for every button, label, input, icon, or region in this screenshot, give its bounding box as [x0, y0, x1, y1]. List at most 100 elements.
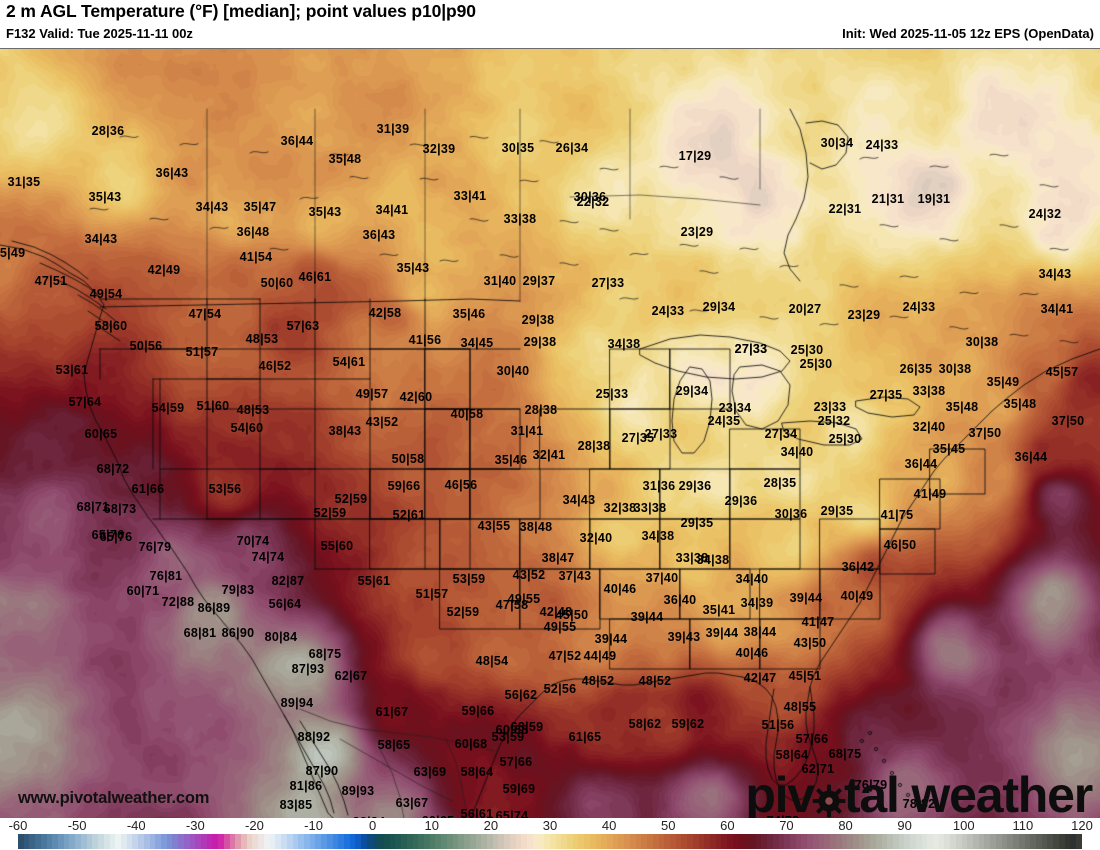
colorbar-segment: [1013, 834, 1019, 849]
colorbar-segment: [275, 834, 282, 849]
colorbar-segment: [841, 834, 848, 849]
point-value-label: 27|33: [734, 341, 768, 356]
colorbar-segment: [904, 834, 911, 849]
point-value-label: 40|58: [450, 406, 484, 421]
colorbar-segment: [384, 834, 390, 849]
colorbar-segment: [326, 834, 333, 849]
point-value-label: 59|69: [502, 781, 536, 796]
colorbar-segment: [160, 834, 167, 849]
colorbar-segment: [504, 834, 510, 849]
colorbar-segment: [286, 834, 293, 849]
point-value-label: 24|33: [902, 299, 936, 314]
colorbar-segment: [732, 834, 739, 849]
point-value-label: 32|39: [422, 141, 456, 156]
point-value-label: 55|61: [357, 573, 391, 588]
point-value-label: 45|51: [788, 668, 822, 683]
point-value-label: 17|29: [678, 148, 712, 163]
init-time-label: Init: Wed 2025-11-05 12z EPS (OpenData): [842, 26, 1094, 41]
colorbar-segment: [332, 834, 339, 849]
valid-time-label: F132 Valid: Tue 2025-11-11 00z: [6, 26, 193, 41]
point-value-label: 49|55: [507, 591, 541, 606]
colorbar-segment: [343, 834, 350, 849]
point-value-label: 58|60: [94, 318, 128, 333]
colorbar-segment: [567, 834, 573, 849]
colorbar-segment: [452, 834, 459, 849]
point-value-label: 56|62: [504, 687, 538, 702]
point-value-label: 36|43: [362, 227, 396, 242]
point-value-label: 30|34: [820, 135, 854, 150]
colorbar-segment: [669, 834, 676, 849]
point-value-label: 36|44: [904, 456, 938, 471]
point-value-label: 53|59: [491, 729, 525, 744]
point-value-label: 35|47: [243, 199, 277, 214]
colorbar-gradient[interactable]: [18, 834, 1082, 849]
point-value-label: 60|65: [422, 815, 455, 818]
point-value-label: 49|55: [543, 619, 577, 634]
point-value-label: 51|57: [185, 344, 219, 359]
colorbar-segment: [429, 834, 436, 849]
point-value-label: 86|90: [221, 625, 255, 640]
colorbar-segment: [29, 834, 36, 849]
colorbar[interactable]: -60 -50 -40 -30 -20 -10 0 10 20 30 40 50 60 70 80 90 100…: [0, 818, 1100, 850]
colorbar-segment: [704, 834, 710, 849]
point-value-label: 52|59: [446, 604, 480, 619]
colorbar-segment: [624, 834, 630, 849]
point-value-label: 52|61: [392, 507, 426, 522]
colorbar-segment: [424, 834, 430, 849]
point-value-label: 32|40: [579, 530, 613, 545]
point-value-label: 46|61: [298, 269, 332, 284]
colorbar-segment: [486, 834, 493, 849]
colorbar-tick-label: -10: [304, 818, 323, 833]
colorbar-segment: [538, 834, 545, 849]
colorbar-segment: [321, 834, 327, 849]
point-value-label: 34|41: [1040, 301, 1074, 316]
colorbar-segment: [35, 834, 41, 849]
colorbar-segment: [509, 834, 516, 849]
point-value-label: 29|36: [724, 493, 758, 508]
colorbar-segment: [824, 834, 831, 849]
colorbar-segment: [206, 834, 213, 849]
colorbar-segment: [778, 834, 785, 849]
point-value-label: 82|87: [271, 573, 305, 588]
colorbar-segment: [435, 834, 442, 849]
colorbar-segment: [258, 834, 264, 849]
colorbar-segment: [201, 834, 207, 849]
colorbar-tick-label: 30: [542, 818, 558, 833]
point-value-label: 52|59: [313, 505, 347, 520]
point-value-label: 34|40: [780, 444, 814, 459]
point-value-label: 58|64: [460, 764, 494, 779]
colorbar-segment: [40, 834, 47, 849]
colorbar-segment: [795, 834, 802, 849]
point-value-label: 35|48: [328, 151, 362, 166]
colorbar-segment: [767, 834, 773, 849]
map-viewport[interactable]: 31|35 45|49 28|36 36|44 31|39 32|39 30|35 26|34…: [0, 48, 1100, 818]
point-value-label: 51|56: [761, 717, 795, 732]
point-value-label: 43|50: [793, 635, 827, 650]
colorbar-segment: [807, 834, 813, 849]
colorbar-segment: [652, 834, 659, 849]
point-value-label: 25|30: [790, 342, 824, 357]
colorbar-segment: [618, 834, 625, 849]
point-value-label: 78|82: [902, 796, 936, 811]
point-value-label: 36|44: [1014, 449, 1048, 464]
colorbar-segment: [235, 834, 242, 849]
colorbar-segment: [86, 834, 93, 849]
point-value-label: 57|66: [795, 731, 829, 746]
point-value-label: 60|68: [495, 722, 529, 737]
point-value-label: 76|79: [854, 777, 888, 792]
point-value-label: 28|38: [577, 438, 611, 453]
point-value-label: 34|38: [696, 552, 730, 567]
point-value-label: 68|72: [96, 461, 130, 476]
point-value-label: 53|59: [452, 571, 486, 586]
point-value-label: 63|69: [413, 764, 447, 779]
colorbar-segment: [441, 834, 447, 849]
point-value-label: 41|75: [880, 507, 914, 522]
colorbar-segment: [98, 834, 104, 849]
point-value-label: 26|35: [899, 361, 933, 376]
point-value-label: 28|35: [763, 475, 797, 490]
point-value-label: 39|44: [705, 625, 739, 640]
colorbar-tick-label: 60: [720, 818, 735, 833]
point-value-label: 76|81: [149, 568, 183, 583]
point-value-label: 61|67: [375, 704, 409, 719]
brand-watermark: piv: [745, 766, 1093, 818]
